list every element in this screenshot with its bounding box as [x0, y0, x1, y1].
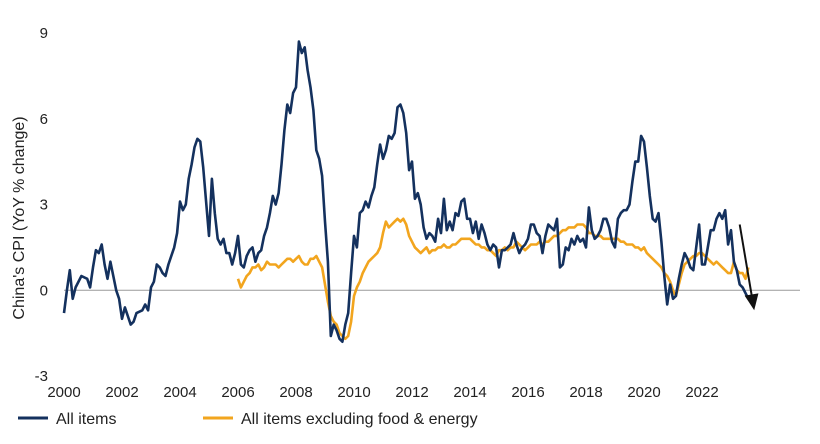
x-tick-label: 2018 — [569, 384, 602, 401]
series-line-all-items — [62, 40, 750, 343]
downward-trend-arrow — [738, 224, 759, 311]
x-tick-label: 2006 — [221, 384, 254, 401]
y-tick-label: 9 — [40, 25, 48, 42]
x-tick-label: 2014 — [453, 384, 486, 401]
x-tick-label: 2020 — [627, 384, 660, 401]
x-tick-label: 2016 — [511, 384, 544, 401]
legend-label: All items excluding food & energy — [241, 411, 478, 428]
arrow-head — [744, 293, 759, 311]
x-tick-label: 2008 — [279, 384, 312, 401]
x-tick-label: 2010 — [337, 384, 370, 401]
y-axis-ticks: 9 6 3 0 -3 — [35, 25, 48, 385]
y-tick-label: -3 — [35, 368, 48, 385]
x-tick-label: 2022 — [685, 384, 718, 401]
y-tick-label: 0 — [40, 282, 48, 299]
x-tick-label: 2000 — [47, 384, 80, 401]
y-tick-label: 3 — [40, 197, 48, 214]
arrow-shaft — [738, 224, 754, 301]
x-tick-label: 2012 — [395, 384, 428, 401]
y-axis-title: China's CPI (YoY % change) — [11, 116, 28, 319]
legend-label: All items — [56, 411, 116, 428]
x-tick-label: 2002 — [105, 384, 138, 401]
y-tick-label: 6 — [40, 111, 48, 128]
series-line-core — [236, 217, 750, 341]
x-axis-ticks: 2000 2002 2004 2006 2008 2010 2012 2014 2016 2018… — [47, 384, 718, 401]
legend: All items All items excluding food & ener… — [18, 411, 478, 428]
x-tick-label: 2004 — [163, 384, 196, 401]
